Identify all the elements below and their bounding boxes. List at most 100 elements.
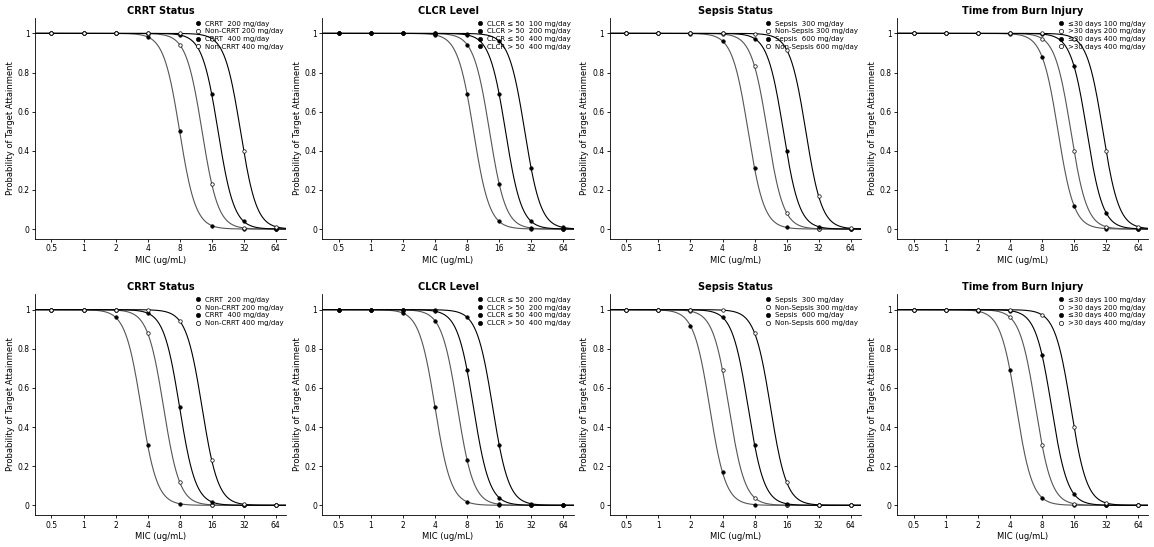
Non-Sepsis 600 mg/day xyxy=(780,46,794,53)
Non-CRRT 400 mg/day xyxy=(204,457,218,463)
Non-Sepsis 300 mg/day xyxy=(683,30,697,37)
CRRT  400 mg/day xyxy=(45,30,59,37)
Non-Sepsis 300 mg/day xyxy=(652,306,666,313)
CRRT  200 mg/day xyxy=(45,306,59,313)
Y-axis label: Probability of Target Attainment: Probability of Target Attainment xyxy=(580,337,590,472)
Non-CRRT 200 mg/day xyxy=(76,30,90,37)
CRRT  200 mg/day xyxy=(269,226,283,232)
Line: Sepsis  600 mg/day: Sepsis 600 mg/day xyxy=(624,32,853,231)
≤30 days 100 mg/day xyxy=(1035,54,1049,60)
Legend: CRRT  200 mg/day, Non-CRRT 200 mg/day, CRRT  400 mg/day, Non-CRRT 400 mg/day: CRRT 200 mg/day, Non-CRRT 200 mg/day, CR… xyxy=(193,20,284,50)
CLCR > 50  200 mg/day xyxy=(460,457,474,463)
≤30 days 100 mg/day xyxy=(1131,502,1145,509)
CLCR ≤ 50  200 mg/day xyxy=(428,404,442,411)
Non-Sepsis 300 mg/day xyxy=(811,502,825,509)
CLCR > 50  400 mg/day xyxy=(556,224,570,231)
Non-CRRT 400 mg/day xyxy=(76,30,90,37)
Non-Sepsis 300 mg/day xyxy=(780,210,794,216)
CLCR > 50  400 mg/day xyxy=(364,306,377,313)
Title: Time from Burn Injury: Time from Burn Injury xyxy=(962,5,1084,15)
Non-Sepsis 300 mg/day xyxy=(652,30,666,37)
CRRT  400 mg/day xyxy=(173,404,187,411)
≤30 days 400 mg/day xyxy=(1003,30,1017,37)
Title: CRRT Status: CRRT Status xyxy=(127,282,194,292)
Y-axis label: Probability of Target Attainment: Probability of Target Attainment xyxy=(868,61,877,195)
CRRT  400 mg/day xyxy=(173,32,187,38)
Non-Sepsis 300 mg/day xyxy=(844,226,857,232)
Sepsis  300 mg/day xyxy=(811,226,825,232)
≤30 days 100 mg/day xyxy=(971,308,984,315)
>30 days 200 mg/day xyxy=(1035,36,1049,42)
>30 days 200 mg/day xyxy=(1131,226,1145,232)
Non-Sepsis 600 mg/day xyxy=(652,306,666,313)
CRRT  200 mg/day xyxy=(108,30,122,37)
CLCR ≤ 50  200 mg/day xyxy=(332,306,346,313)
Non-CRRT 400 mg/day xyxy=(237,147,250,154)
Non-Sepsis 600 mg/day xyxy=(683,306,697,313)
Non-Sepsis 600 mg/day xyxy=(620,30,634,37)
Line: >30 days 400 mg/day: >30 days 400 mg/day xyxy=(912,308,1140,507)
>30 days 400 mg/day xyxy=(971,306,984,313)
≤30 days 100 mg/day xyxy=(939,30,953,37)
CRRT  400 mg/day xyxy=(108,30,122,37)
Line: CLCR ≤ 50  200 mg/day: CLCR ≤ 50 200 mg/day xyxy=(337,308,565,507)
CLCR ≤ 50  400 mg/day xyxy=(524,218,538,225)
≤30 days 400 mg/day xyxy=(1067,63,1081,69)
Line: CRRT  200 mg/day: CRRT 200 mg/day xyxy=(50,308,277,507)
CRRT  400 mg/day xyxy=(141,310,155,317)
Non-Sepsis 600 mg/day xyxy=(844,225,857,231)
Non-CRRT 200 mg/day xyxy=(237,502,250,509)
CLCR ≤ 50  400 mg/day xyxy=(428,30,442,37)
Sepsis  600 mg/day xyxy=(748,441,762,448)
Sepsis  300 mg/day xyxy=(683,30,697,37)
CLCR ≤ 50  100 mg/day xyxy=(460,91,474,97)
>30 days 400 mg/day xyxy=(1035,312,1049,318)
≤30 days 100 mg/day xyxy=(1099,225,1112,232)
Non-Sepsis 300 mg/day xyxy=(748,63,762,69)
Non-Sepsis 300 mg/day xyxy=(844,502,857,509)
Non-Sepsis 600 mg/day xyxy=(748,31,762,37)
Non-CRRT 400 mg/day xyxy=(173,30,187,37)
Legend: ≤30 days 100 mg/day, >30 days 200 mg/day, ≤30 days 400 mg/day, >30 days 400 mg/d: ≤30 days 100 mg/day, >30 days 200 mg/day… xyxy=(1056,20,1146,50)
CRRT  200 mg/day xyxy=(204,222,218,229)
Legend: Sepsis  300 mg/day, Non-Sepsis 300 mg/day, Sepsis  600 mg/day, Non-Sepsis 600 mg: Sepsis 300 mg/day, Non-Sepsis 300 mg/day… xyxy=(764,296,859,327)
>30 days 200 mg/day xyxy=(1003,314,1017,321)
Non-Sepsis 600 mg/day xyxy=(811,193,825,200)
X-axis label: MIC (ug/mL): MIC (ug/mL) xyxy=(422,256,473,265)
Line: CLCR ≤ 50  100 mg/day: CLCR ≤ 50 100 mg/day xyxy=(337,32,565,231)
CLCR ≤ 50  200 mg/day xyxy=(556,502,570,509)
Non-Sepsis 300 mg/day xyxy=(620,306,634,313)
Line: Non-Sepsis 300 mg/day: Non-Sepsis 300 mg/day xyxy=(624,308,853,507)
>30 days 400 mg/day xyxy=(1131,502,1145,509)
CLCR ≤ 50  400 mg/day xyxy=(428,308,442,315)
CLCR > 50  400 mg/day xyxy=(396,30,410,37)
>30 days 200 mg/day xyxy=(939,306,953,313)
CLCR > 50  200 mg/day xyxy=(524,502,538,509)
CRRT  200 mg/day xyxy=(269,502,283,509)
>30 days 400 mg/day xyxy=(1003,306,1017,313)
Sepsis  600 mg/day xyxy=(715,30,729,37)
CLCR ≤ 50  400 mg/day xyxy=(493,494,507,501)
Line: Non-CRRT 200 mg/day: Non-CRRT 200 mg/day xyxy=(50,308,277,507)
Y-axis label: Probability of Target Attainment: Probability of Target Attainment xyxy=(580,61,590,195)
Non-CRRT 400 mg/day xyxy=(45,30,59,37)
CLCR > 50  200 mg/day xyxy=(493,501,507,508)
CLCR > 50  200 mg/day xyxy=(524,225,538,231)
X-axis label: MIC (ug/mL): MIC (ug/mL) xyxy=(710,532,760,542)
Non-CRRT 400 mg/day xyxy=(173,318,187,324)
CLCR ≤ 50  400 mg/day xyxy=(364,30,377,37)
CLCR ≤ 50  200 mg/day xyxy=(524,502,538,509)
CLCR ≤ 50  100 mg/day xyxy=(332,30,346,37)
Sepsis  600 mg/day xyxy=(715,314,729,321)
Line: CLCR > 50  200 mg/day: CLCR > 50 200 mg/day xyxy=(337,32,565,231)
CLCR > 50  400 mg/day xyxy=(460,30,474,37)
CRRT  200 mg/day xyxy=(141,33,155,40)
CRRT  200 mg/day xyxy=(237,226,250,232)
≤30 days 400 mg/day xyxy=(939,30,953,37)
Line: CRRT  400 mg/day: CRRT 400 mg/day xyxy=(50,308,277,507)
CRRT  200 mg/day xyxy=(204,502,218,509)
Legend: CLCR ≤ 50  100 mg/day, CLCR > 50  200 mg/day, CLCR ≤ 50  400 mg/day, CLCR > 50  : CLCR ≤ 50 100 mg/day, CLCR > 50 200 mg/d… xyxy=(475,20,571,50)
Non-CRRT 200 mg/day xyxy=(45,306,59,313)
CRRT  400 mg/day xyxy=(76,306,90,313)
Line: ≤30 days 100 mg/day: ≤30 days 100 mg/day xyxy=(912,308,1140,507)
